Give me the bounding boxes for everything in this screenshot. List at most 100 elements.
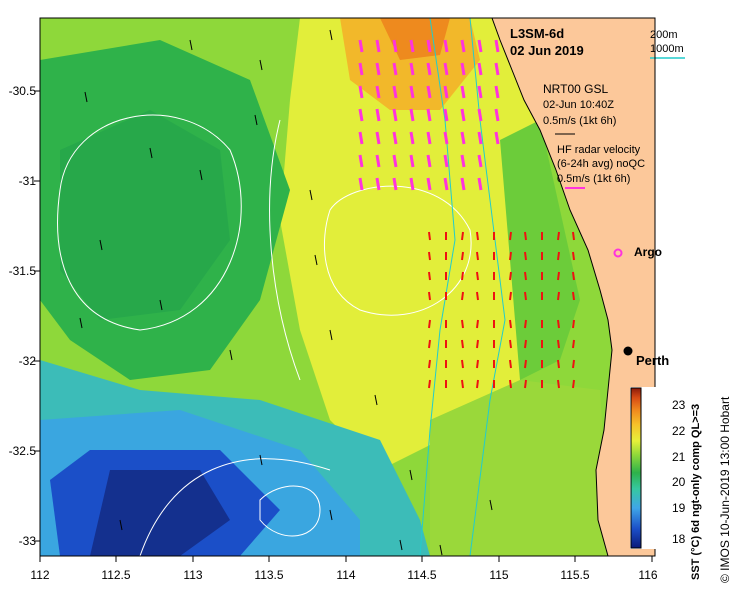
isobaths [419,18,506,556]
velocity-arrow [392,108,398,122]
velocity-arrow [426,177,432,191]
velocity-arrow [189,39,193,51]
velocity-arrow [557,339,560,349]
colorbar-tick: 21 [672,450,686,464]
velocity-arrow [476,231,479,241]
velocity-arrow [572,251,575,261]
y-tick-label: -31 [18,174,36,188]
velocity-arrow [477,177,483,191]
velocity-arrow [392,131,398,145]
velocity-arrow [426,108,432,122]
velocity-arrow [572,231,575,241]
velocity-arrow [409,108,415,122]
y-tick-label: -33 [18,534,36,548]
velocity-arrow [461,231,464,241]
coldest-core [90,470,230,556]
velocity-arrow [557,359,560,369]
hf-avg: (6-24h avg) noQC [557,158,646,170]
velocity-arrow [99,239,103,251]
velocity-arrow [476,291,479,301]
velocity-arrow [489,499,493,511]
velocity-arrow [199,169,203,181]
velocity-arrow [443,62,449,76]
velocity-arrow [329,329,333,341]
velocity-arrow [329,509,333,521]
colorbar-tick: 23 [672,398,686,412]
velocity-arrow [329,29,333,41]
velocity-arrow [509,271,512,281]
velocity-arrow [557,379,560,389]
hf-title: HF radar velocity [557,144,641,156]
velocity-arrow [409,131,415,145]
colorbar [630,387,642,549]
velocity-arrow [259,454,263,466]
velocity-arrow [375,39,381,53]
south-shelf [430,380,610,556]
depth-label-200: 200m [650,29,678,41]
velocity-arrow [428,231,431,241]
velocity-arrow [159,299,163,311]
velocity-arrow [460,154,466,168]
velocity-arrow [572,271,575,281]
velocity-arrow [358,39,364,53]
velocity-arrow [119,519,123,531]
velocity-arrow [572,291,575,301]
velocity-arrow [476,339,479,349]
x-tick-label: 113 [183,568,203,582]
velocity-arrow [524,359,527,369]
velocity-arrow [477,39,483,53]
velocity-arrow [557,251,560,261]
velocity-arrow [461,339,464,349]
velocity-arrow [392,85,398,99]
velocity-arrow [443,154,449,168]
velocity-arrow [375,62,381,76]
velocity-arrow [375,177,381,191]
plot-frame [39,17,656,557]
warmest-core [380,18,450,60]
velocity-arrow [149,147,153,159]
velocity-arrow [494,108,500,122]
velocity-arrow [524,319,527,329]
colorbar-tick: 22 [672,424,686,438]
velocity-arrow [79,317,83,329]
velocity-arrow [509,379,512,389]
velocity-arrow [461,359,464,369]
product-title: L3SM-6d [510,26,565,41]
tick-marks [34,90,653,562]
y-tick-label: -30.5 [8,84,36,98]
velocity-arrow [476,379,479,389]
velocity-arrow [426,154,432,168]
x-tick-label: 116 [638,568,658,582]
velocity-arrow [443,39,449,53]
x-tick-label: 114.5 [407,568,437,582]
nrt-speed: 0.5m/s (1kt 6h) [543,115,617,127]
coastal-green [500,120,580,380]
velocity-arrow [494,131,500,145]
hf-speed: 0.5m/s (1kt 6h) [557,173,631,185]
velocity-arrow [476,251,479,261]
velocity-arrow [494,62,500,76]
velocity-arrow [358,85,364,99]
velocity-arrow [358,131,364,145]
colorbar-tick: 19 [672,501,686,515]
colorbar-tick: 20 [672,475,686,489]
velocity-arrow [557,291,560,301]
velocity-arrow [461,251,464,261]
velocity-arrow [460,62,466,76]
x-tick-label: 112 [30,568,50,582]
velocity-arrow [494,39,500,53]
depth-label-1000: 1000m [650,43,684,55]
velocity-arrow [375,108,381,122]
x-tick-label: 112.5 [101,568,131,582]
velocity-arrow [557,319,560,329]
velocity-arrow [524,271,527,281]
velocity-arrow [443,131,449,145]
colorbar-label: SST (°C) 6d ngt-only comp QL>=3 [690,403,702,580]
velocity-arrow [524,231,527,241]
velocity-arrow [358,108,364,122]
nrt-time: 02-Jun 10:40Z [543,99,614,111]
velocity-arrow [460,108,466,122]
velocity-arrow [524,339,527,349]
velocity-arrow [557,271,560,281]
